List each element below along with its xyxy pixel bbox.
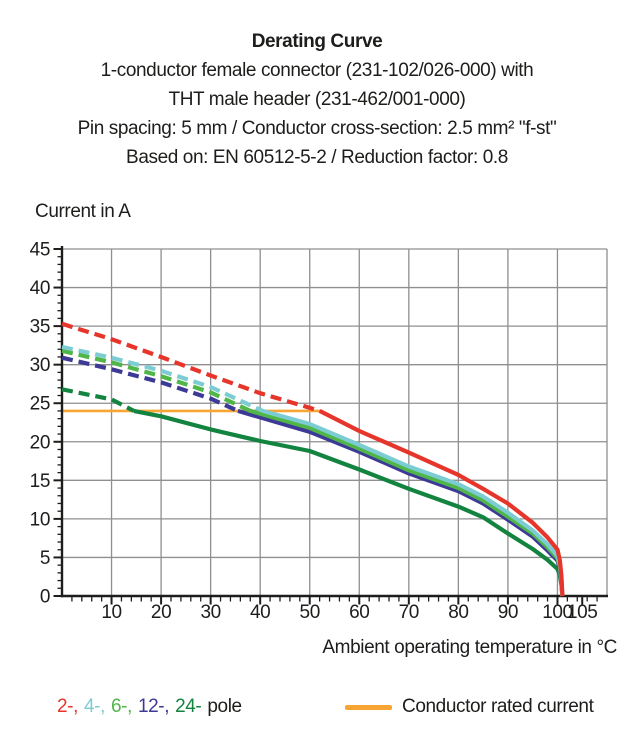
y-tick-label: 40 bbox=[30, 278, 50, 299]
rated-current-legend-label: Conductor rated current bbox=[402, 696, 594, 717]
x-tick-label: 105 bbox=[567, 602, 598, 623]
y-tick-label: 35 bbox=[30, 317, 50, 338]
legend-poles: 2-, 4-, 6-, 12-, 24- pole bbox=[57, 696, 242, 718]
curve-24-pole-dashed bbox=[61, 387, 135, 413]
chart-subtitle-line-1: 1-conductor female connector (231-102/02… bbox=[100, 60, 534, 81]
x-tick-label: 100 bbox=[542, 602, 573, 623]
legend-pole-label-4-pole: 4-, bbox=[83, 696, 105, 717]
curve-12-pole-dashed bbox=[61, 355, 239, 413]
legend-pole-label-2-pole: 2-, bbox=[57, 696, 78, 717]
x-tick-label: 90 bbox=[498, 602, 518, 623]
chart-header: Derating Curve 1-conductor female connec… bbox=[0, 27, 634, 172]
chart-subtitle-line-4: Based on: EN 60512-5-2 / Reduction facto… bbox=[126, 147, 508, 168]
x-tick-label: 40 bbox=[250, 602, 270, 623]
y-tick-label: 5 bbox=[40, 548, 50, 569]
curve-4-pole-solid bbox=[262, 408, 565, 597]
curve-4-pole-dashed bbox=[61, 344, 264, 413]
y-tick-label: 10 bbox=[30, 509, 50, 530]
y-tick-label: 15 bbox=[30, 471, 50, 492]
curve-2-pole-solid bbox=[318, 409, 565, 597]
legend-pole-suffix: pole bbox=[207, 696, 242, 717]
legend-pole-label-12-pole: 12-, bbox=[137, 696, 170, 717]
legend-pole-items: 2-, 4-, 6-, 12-, 24- bbox=[57, 696, 207, 717]
chart-title: Derating Curve bbox=[251, 31, 383, 52]
legend-pole-label-6-pole: 6-, bbox=[110, 696, 132, 717]
y-tick-label: 25 bbox=[30, 394, 50, 415]
y-tick-label: 0 bbox=[40, 587, 50, 608]
curve-6-pole-dashed bbox=[61, 348, 252, 413]
x-tick-label: 20 bbox=[151, 602, 171, 623]
x-tick-label: 80 bbox=[448, 602, 468, 623]
y-tick-label: 45 bbox=[30, 240, 50, 261]
x-tick-label: 50 bbox=[300, 602, 320, 623]
curve-6-pole-solid bbox=[249, 408, 565, 597]
y-axis-title: Current in A bbox=[35, 201, 131, 222]
rated-current-line-swatch bbox=[345, 705, 392, 710]
curve-12-pole-solid bbox=[237, 408, 565, 597]
x-tick-label: 10 bbox=[101, 602, 121, 623]
x-axis-title: Ambient operating temperature in °C bbox=[322, 637, 617, 658]
x-tick-label: 70 bbox=[399, 602, 419, 623]
curve-2-pole-dashed bbox=[61, 321, 321, 413]
chart-subtitle-line-3: Pin spacing: 5 mm / Conductor cross-sect… bbox=[77, 118, 557, 139]
chart-subtitle-line-2: THT male header (231-462/001-000) bbox=[168, 89, 466, 110]
legend-pole-label-24-pole: 24- bbox=[175, 696, 202, 717]
y-tick-label: 20 bbox=[30, 432, 50, 453]
x-tick-label: 60 bbox=[349, 602, 369, 623]
x-tick-label: 30 bbox=[200, 602, 220, 623]
y-tick-label: 30 bbox=[30, 355, 50, 376]
